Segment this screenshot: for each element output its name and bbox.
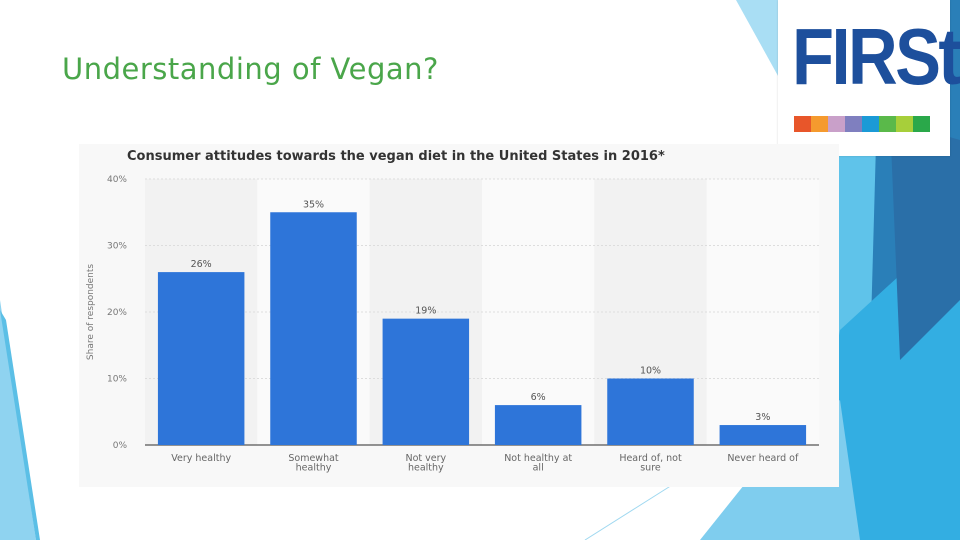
bar-chart: Consumer attitudes towards the vegan die…	[86, 149, 819, 474]
bar	[607, 378, 694, 445]
bar	[157, 272, 245, 445]
bar	[719, 425, 807, 445]
category-label: Never heard of	[727, 453, 799, 464]
y-tick-label: 30%	[107, 242, 127, 252]
chart-card: Consumer attitudes towards the vegan die…	[79, 144, 839, 487]
data-label: 19%	[415, 306, 436, 317]
logo-wordmark: FIRSt	[792, 12, 960, 101]
category-label: healthy	[408, 463, 444, 474]
chart-title: Consumer attitudes towards the vegan die…	[127, 149, 665, 164]
data-label: 35%	[303, 199, 324, 210]
logo-stripe	[879, 116, 896, 132]
bar	[270, 212, 357, 445]
firs-logo: FIRSt	[778, 0, 960, 156]
decor-thin-line	[584, 479, 681, 540]
category-label: Not healthy at	[504, 453, 572, 464]
data-label: 26%	[191, 259, 212, 270]
category-label: Very healthy	[171, 453, 231, 464]
logo-stripe	[811, 116, 828, 132]
y-tick-label: 0%	[113, 441, 128, 451]
logo-stripe	[794, 116, 811, 132]
y-tick-label: 40%	[107, 175, 127, 185]
plot-area: 0% 10% 20% 30% 40% 26% Very healthy 35% Somewhat…	[107, 175, 819, 474]
slide-title: Understanding of Vegan?	[62, 52, 439, 86]
data-label: 6%	[531, 392, 546, 403]
category-label: healthy	[296, 463, 332, 474]
decor-shard-left-edge	[0, 310, 40, 540]
logo-stripe	[862, 116, 879, 132]
decor-shard-right-deep	[890, 120, 960, 360]
data-label: 3%	[755, 412, 770, 423]
y-axis-label: Share of respondents	[86, 264, 96, 361]
logo-stripe	[828, 116, 845, 132]
category-label: Somewhat	[288, 453, 339, 464]
logo-stripe	[913, 116, 930, 132]
logo-stripe	[845, 116, 862, 132]
bar	[382, 318, 470, 445]
category-label: sure	[640, 463, 661, 474]
category-label: all	[533, 463, 544, 474]
y-tick-label: 10%	[107, 375, 127, 385]
y-tick-label: 20%	[107, 308, 127, 318]
bar	[494, 405, 582, 445]
data-label: 10%	[640, 366, 661, 377]
logo-color-stripes	[794, 116, 930, 132]
category-label: Not very	[405, 453, 446, 464]
logo-stripe	[896, 116, 913, 132]
category-label: Heard of, not	[619, 453, 682, 464]
